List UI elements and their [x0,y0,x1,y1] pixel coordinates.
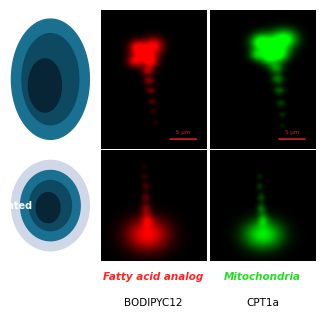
Text: CPT1a: CPT1a [246,299,279,308]
Text: 5 μm: 5 μm [176,130,190,135]
Polygon shape [28,59,61,112]
Polygon shape [22,34,79,125]
Text: BODIPYC12: BODIPYC12 [124,299,183,308]
Text: t: t [2,73,8,86]
Text: Fatty acid analog: Fatty acid analog [103,272,204,282]
Polygon shape [20,171,80,241]
Polygon shape [29,180,71,231]
Polygon shape [12,19,89,139]
Text: Mitochondria: Mitochondria [224,272,301,282]
Polygon shape [36,193,60,223]
Text: vated: vated [2,201,33,211]
Polygon shape [12,160,89,251]
Text: 5 μm: 5 μm [285,130,299,135]
